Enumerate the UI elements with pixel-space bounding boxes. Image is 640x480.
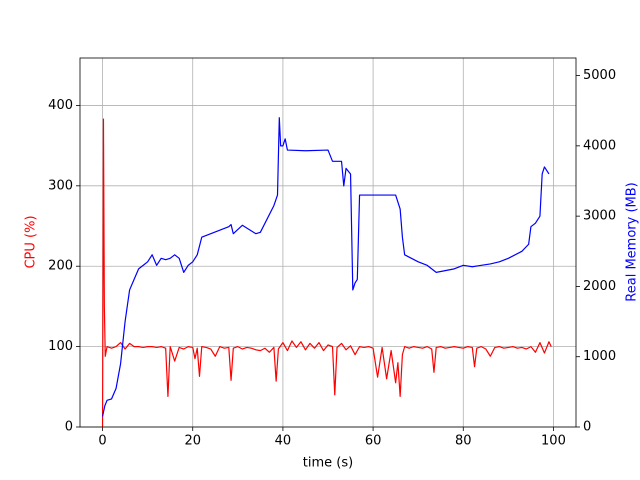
x-tick-label: 100 <box>541 434 566 449</box>
y-tick-label: 100 <box>48 339 73 354</box>
x-tick-label: 80 <box>455 434 472 449</box>
y-axis-label: CPU (%) <box>24 215 39 268</box>
y2-tick-label: 2000 <box>583 279 616 294</box>
y2-axis-label: Real Memory (MB) <box>625 182 640 301</box>
y-tick-label: 0 <box>65 420 73 435</box>
y2-tick-label: 4000 <box>583 138 616 153</box>
y-tick-label: 400 <box>48 98 73 113</box>
y2-tick-label: 1000 <box>583 349 616 364</box>
x-tick-label: 60 <box>365 434 382 449</box>
y2-tick-label: 3000 <box>583 209 616 224</box>
y2-tick-label: 5000 <box>583 68 616 83</box>
x-axis-label: time (s) <box>303 456 353 471</box>
x-tick-label: 40 <box>275 434 292 449</box>
x-tick-label: 0 <box>98 434 106 449</box>
line-series <box>101 118 552 428</box>
x-tick-label: 20 <box>184 434 201 449</box>
y-tick-label: 200 <box>48 259 73 274</box>
plot-frame <box>79 57 577 428</box>
y-tick-label: 300 <box>48 178 73 193</box>
y2-tick-label: 0 <box>583 420 591 435</box>
line-series <box>101 117 550 417</box>
